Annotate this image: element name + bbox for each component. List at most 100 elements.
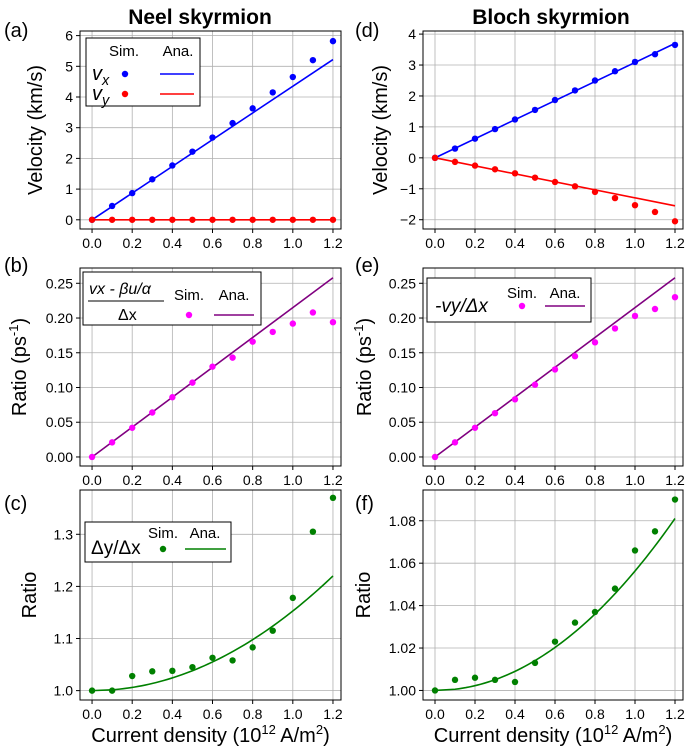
sim-point-e-ratio bbox=[651, 305, 659, 313]
sim-point-f-ratio bbox=[511, 678, 519, 686]
legend-ana-header: Ana. bbox=[190, 525, 221, 542]
x-tick-label: 0.4 bbox=[163, 235, 183, 251]
sim-point-d-v_x bbox=[471, 135, 479, 142]
x-tick-label: 1.0 bbox=[625, 472, 645, 488]
sim-point-d-v_x bbox=[591, 77, 599, 84]
y-tick-label: 1.02 bbox=[389, 640, 416, 656]
sim-point-c-ratio bbox=[329, 494, 337, 502]
y-tick-label: −2 bbox=[400, 212, 416, 228]
y-tick-label: 0 bbox=[65, 212, 73, 228]
y-tick-label: 1 bbox=[408, 119, 416, 135]
sim-point-d-v_y bbox=[451, 158, 459, 166]
sim-point-d-v_x bbox=[491, 125, 499, 133]
x-tick-label: 0.2 bbox=[465, 235, 485, 251]
sim-point-a-v_x bbox=[329, 37, 337, 45]
x-tick-label: 0.8 bbox=[243, 472, 263, 488]
y-tick-label: 3 bbox=[408, 57, 416, 73]
sim-point-a-v_y bbox=[129, 216, 136, 223]
sim-point-b-ratio bbox=[229, 354, 236, 361]
y-tick-label: 3 bbox=[65, 120, 73, 136]
sim-point-e-ratio bbox=[431, 453, 439, 461]
x-tick-label: 1.2 bbox=[323, 472, 343, 488]
sim-point-e-ratio bbox=[671, 293, 679, 301]
x-tick-label: 0.6 bbox=[203, 472, 223, 488]
x-tick-label: 0.8 bbox=[243, 235, 263, 251]
sim-point-d-v_x bbox=[571, 87, 579, 94]
sim-point-e-ratio bbox=[451, 439, 459, 446]
x-tick-label: 0.0 bbox=[82, 235, 102, 251]
sim-point-e-ratio bbox=[571, 353, 579, 360]
sim-point-c-ratio bbox=[269, 627, 276, 634]
sim-point-f-ratio bbox=[611, 585, 619, 592]
legend-e: -vy/Δx Sim. Ana. bbox=[426, 277, 592, 323]
legend-ana-header: Ana. bbox=[219, 287, 250, 304]
sim-point-a-v_x bbox=[289, 73, 297, 81]
x-tick-label: 0.4 bbox=[505, 235, 525, 251]
y-tick-label: 4 bbox=[408, 26, 416, 42]
x-axis-label: Current density (1012 A/m2) bbox=[91, 722, 329, 747]
sim-point-d-v_x bbox=[651, 51, 659, 58]
plot-frame-b bbox=[79, 267, 342, 467]
y-axis-label: Velocity (km/s) bbox=[370, 65, 392, 195]
legend-label-vy: vy bbox=[92, 83, 110, 109]
sim-point-c-ratio bbox=[229, 657, 236, 664]
y-tick-label: 0.00 bbox=[46, 449, 73, 465]
sim-point-d-v_y bbox=[431, 154, 439, 162]
sim-point-e-ratio bbox=[471, 424, 479, 431]
x-tick-label: 0.8 bbox=[243, 706, 263, 722]
sim-point-b-ratio bbox=[329, 318, 337, 326]
x-tick-label: 0.4 bbox=[163, 472, 183, 488]
x-tick-label: 0.2 bbox=[122, 235, 142, 251]
sim-point-a-v_y bbox=[88, 216, 96, 223]
legend-sim-header: Sim. bbox=[174, 287, 204, 304]
sim-point-f-ratio bbox=[431, 687, 439, 694]
sim-point-b-ratio bbox=[108, 439, 116, 446]
sim-point-d-v_x bbox=[511, 116, 519, 123]
sim-point-a-v_y bbox=[329, 216, 337, 223]
panel-label: (a) bbox=[4, 20, 28, 42]
sim-point-f-ratio bbox=[451, 676, 459, 684]
y-tick-label: 5 bbox=[65, 58, 73, 74]
sim-point-a-v_y bbox=[149, 216, 156, 223]
legend-box-e bbox=[426, 277, 592, 323]
sim-point-e-ratio bbox=[631, 312, 639, 320]
x-tick-label: 1.2 bbox=[323, 706, 343, 722]
panel-e: 0.0 0.2 0.4 0.6 0.8 1.0 1.2 0.00 0.05 0.10 0.15 0.2… bbox=[351, 255, 685, 488]
sim-point-a-v_x bbox=[209, 134, 216, 141]
x-tick-label: 0.0 bbox=[425, 472, 445, 488]
legend-b: vx - βu/α Δx Sim. Ana. bbox=[82, 271, 262, 326]
sim-point-b-ratio bbox=[209, 363, 216, 370]
x-tick-label: 0.6 bbox=[545, 706, 565, 722]
y-tick-label: 1.3 bbox=[54, 526, 74, 542]
sim-point-d-v_y bbox=[671, 218, 679, 225]
y-tick-label: 0.05 bbox=[389, 414, 416, 430]
sim-point-f-ratio bbox=[591, 608, 599, 616]
y-tick-label: 1.0 bbox=[54, 683, 74, 699]
x-tick-label: 0.2 bbox=[122, 706, 142, 722]
sim-point-d-v_y bbox=[511, 170, 519, 177]
legend-marker-e bbox=[518, 302, 526, 310]
legend-box-b bbox=[82, 271, 262, 326]
sim-point-a-v_y bbox=[189, 216, 196, 223]
x-tick-label: 0.0 bbox=[82, 706, 102, 722]
x-tick-label: 0.6 bbox=[203, 706, 223, 722]
x-tick-label: 1.2 bbox=[665, 706, 685, 722]
legend-label-vx: vx bbox=[92, 63, 110, 89]
sim-point-c-ratio bbox=[309, 528, 317, 535]
panel-d: 0.0 0.2 0.4 0.6 0.8 1.0 1.2 −2 −1 0 1 2 3 4 (d) Velocit… bbox=[355, 20, 685, 251]
x-tick-label: 1.2 bbox=[323, 235, 343, 251]
y-tick-label: 6 bbox=[65, 28, 73, 44]
y-tick-label: 0.20 bbox=[46, 310, 73, 326]
x-tick-label: 1.0 bbox=[283, 706, 303, 722]
legend-sim-header: Sim. bbox=[109, 43, 139, 60]
sim-point-d-v_x bbox=[551, 96, 559, 104]
sim-point-a-v_x bbox=[129, 189, 136, 197]
column-title-bloch: Bloch skyrmion bbox=[472, 6, 630, 29]
y-tick-label: 1.00 bbox=[389, 682, 416, 698]
panel-label: (f) bbox=[355, 493, 374, 515]
y-axis-label: Ratio bbox=[353, 572, 375, 619]
sim-point-d-v_y bbox=[591, 188, 599, 196]
y-tick-label: 0.10 bbox=[389, 379, 416, 395]
